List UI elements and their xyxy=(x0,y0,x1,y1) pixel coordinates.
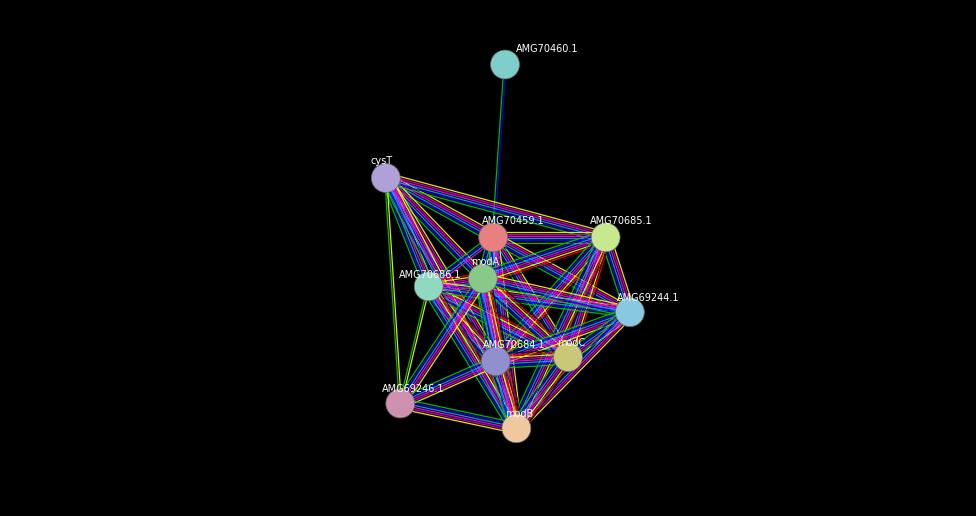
Circle shape xyxy=(468,264,498,293)
Text: AMG69244.1: AMG69244.1 xyxy=(617,293,679,303)
Text: AMG70684.1: AMG70684.1 xyxy=(483,340,546,350)
Text: AMG70686.1: AMG70686.1 xyxy=(399,270,462,280)
Text: modC: modC xyxy=(556,338,585,348)
Circle shape xyxy=(372,164,400,192)
Circle shape xyxy=(491,50,519,79)
Text: AMG70460.1: AMG70460.1 xyxy=(516,44,579,54)
Circle shape xyxy=(616,298,644,327)
Text: cysT: cysT xyxy=(370,156,392,166)
Circle shape xyxy=(414,272,443,301)
Circle shape xyxy=(386,389,415,418)
Text: AMG69246.1: AMG69246.1 xyxy=(383,384,445,394)
Text: AMG70459.1: AMG70459.1 xyxy=(482,216,545,226)
Circle shape xyxy=(591,223,620,252)
Circle shape xyxy=(481,347,510,376)
Circle shape xyxy=(553,343,583,372)
Circle shape xyxy=(478,223,508,252)
Text: AMG70685.1: AMG70685.1 xyxy=(590,216,653,226)
Text: modB: modB xyxy=(505,409,533,419)
Text: modA: modA xyxy=(471,257,500,267)
Circle shape xyxy=(502,414,531,443)
